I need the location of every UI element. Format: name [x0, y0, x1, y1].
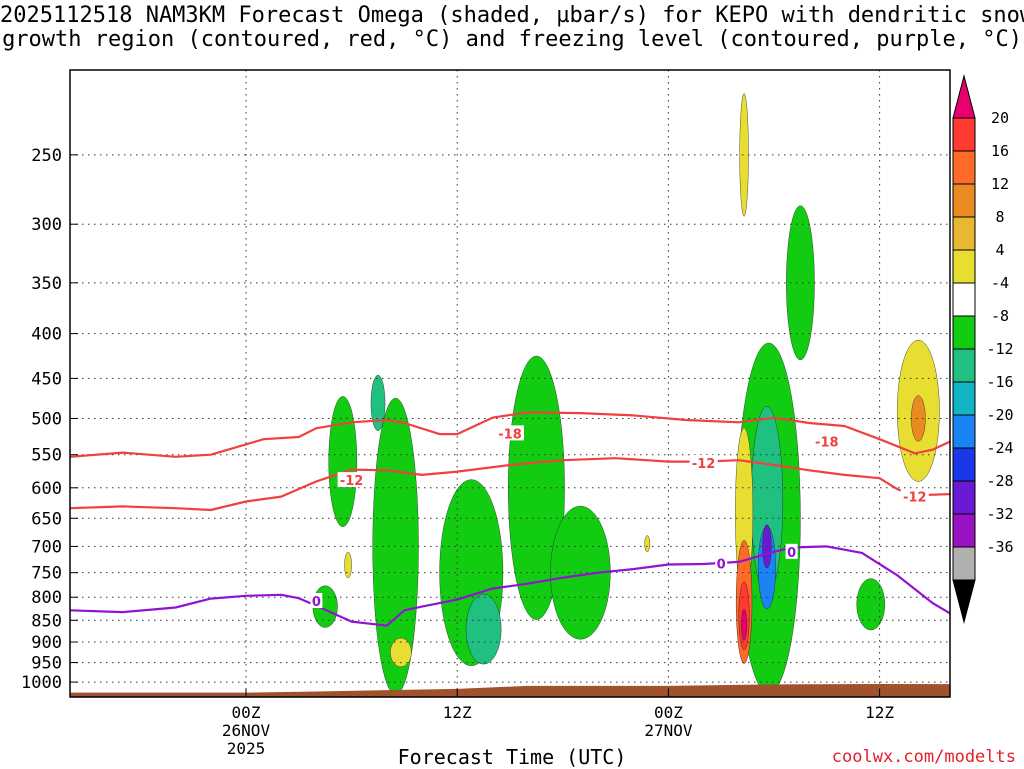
y-tick-label-500: 500: [31, 409, 62, 429]
colorbar-segment-6: [952, 282, 976, 317]
contour-label-7: 0: [787, 546, 796, 561]
omega-region-20: [644, 535, 651, 553]
contour-line-2: [70, 545, 950, 627]
terrain: [70, 683, 950, 697]
contour-label-bg-3: [812, 433, 841, 449]
y-tick-label-450: 450: [31, 369, 62, 389]
omega-region-0: [328, 396, 358, 527]
colorbar-segment-11: [952, 447, 976, 482]
contour-label-4: -12: [903, 491, 927, 506]
colorbar-segment-1: [952, 117, 976, 152]
y-tick-label-900: 900: [31, 633, 62, 653]
colorbar-label-2: 12: [991, 175, 1009, 193]
y-tick-label-400: 400: [31, 325, 62, 345]
contour-labels: -18-12-12-18-120000: [310, 425, 929, 610]
y-tick-label-600: 600: [31, 479, 62, 499]
colorbar-label-12: -32: [986, 505, 1013, 523]
colorbar-segment-14: [952, 546, 976, 581]
colorbar-segment-12: [952, 480, 976, 515]
omega-region-24: [741, 609, 747, 641]
colorbar-label-5: -4: [991, 274, 1009, 292]
colorbar-label-8: -16: [986, 373, 1013, 391]
chart-title: 2025112518 NAM3KM Forecast Omega (shaded…: [0, 4, 1024, 52]
colorbar-label-0: 20: [991, 109, 1009, 127]
contour-label-bg-7: [785, 543, 798, 559]
colorbar-segment-3: [952, 183, 976, 218]
y-tick-label-750: 750: [31, 564, 62, 584]
x-tick-label-1-0: 12Z: [443, 703, 472, 722]
y-tick-label-550: 550: [31, 446, 62, 466]
contour-label-1: -12: [340, 474, 364, 489]
contour-label-0: -18: [498, 427, 522, 442]
colorbar-segment-2: [952, 150, 976, 185]
contour-label-2: -12: [692, 457, 716, 472]
y-axis: 2503003504004505005506006507007508008509…: [21, 146, 78, 693]
colorbar-segment-8: [952, 348, 976, 383]
plot-area: [70, 70, 950, 697]
contour-label-bg-0: [496, 425, 524, 441]
y-tick-label-1000: 1000: [21, 673, 62, 693]
contour-label-6: 0: [717, 557, 726, 572]
y-tick-label-800: 800: [31, 588, 62, 608]
contours: [70, 411, 950, 627]
contour-label-5: 0: [312, 595, 321, 610]
x-axis: 00Z26NOV202512Z00Z27NOV12Z00Z28NOV: [222, 689, 894, 758]
omega-region-19: [344, 551, 352, 579]
x-tick-label-0-2: 2025: [227, 739, 266, 758]
title-line-2: growth region (contoured, red, °C) and f…: [2, 27, 1022, 52]
colorbar-segment-7: [952, 315, 976, 350]
contour-line-1: [70, 457, 950, 512]
plot-frame: [69, 69, 951, 698]
contour-label-bg-6: [715, 555, 728, 571]
omega-shading: [312, 93, 940, 695]
x-tick-label-2-1: 27NOV: [644, 721, 693, 740]
colorbar-label-13: -36: [986, 538, 1013, 556]
contour-label-bg-2: [689, 454, 718, 470]
omega-region-10: [465, 593, 502, 665]
omega-region-18: [390, 637, 412, 668]
colorbar-label-11: -28: [986, 472, 1013, 490]
contour-label-3: -18: [815, 435, 839, 450]
colorbar: 20 16 12 8 4 -4 -8 -12 -16 -20 -24 -28 -32 -36: [952, 74, 1014, 624]
colorbar-label-3: 8: [995, 208, 1004, 226]
colorbar-segment-4: [952, 216, 976, 251]
x-tick-label-0-0: 00Z: [232, 703, 261, 722]
title-line-1: 2025112518 NAM3KM Forecast Omega (shaded…: [0, 3, 1024, 28]
y-tick-label-300: 300: [31, 215, 62, 235]
colorbar-bottom-triangle: [952, 579, 976, 624]
y-tick-label-950: 950: [31, 654, 62, 674]
omega-region-7: [856, 578, 886, 631]
y-tick-label-850: 850: [31, 611, 62, 631]
omega-region-11: [370, 374, 386, 431]
contour-label-bg-1: [337, 472, 366, 488]
colorbar-top-triangle: [952, 74, 976, 119]
colorbar-segment-9: [952, 381, 976, 416]
colorbar-segment-10: [952, 414, 976, 449]
colorbar-label-4: 4: [995, 241, 1004, 259]
colorbar-label-10: -24: [986, 439, 1013, 457]
y-tick-label-700: 700: [31, 537, 62, 557]
colorbar-label-1: 16: [991, 142, 1009, 160]
y-tick-label-250: 250: [31, 146, 62, 166]
colorbar-label-6: -8: [991, 307, 1009, 325]
x-tick-label-0-1: 26NOV: [222, 721, 271, 740]
x-tick-label-2-0: 00Z: [654, 703, 683, 722]
y-tick-label-650: 650: [31, 509, 62, 529]
omega-region-16: [739, 93, 749, 217]
contour-label-bg-4: [900, 488, 929, 504]
x-tick-label-3-0: 12Z: [865, 703, 894, 722]
contour-label-bg-5: [310, 593, 323, 609]
terrain-fill: [70, 683, 950, 697]
colorbar-label-7: -12: [986, 340, 1013, 358]
colorbar-segment-13: [952, 513, 976, 548]
contour-line-0: [70, 411, 950, 458]
colorbar-segment-5: [952, 249, 976, 284]
x-axis-title: Forecast Time (UTC): [397, 745, 627, 769]
credit-link[interactable]: coolwx.com/modelts: [831, 747, 1016, 767]
y-tick-label-350: 350: [31, 274, 62, 294]
colorbar-label-9: -20: [986, 406, 1013, 424]
